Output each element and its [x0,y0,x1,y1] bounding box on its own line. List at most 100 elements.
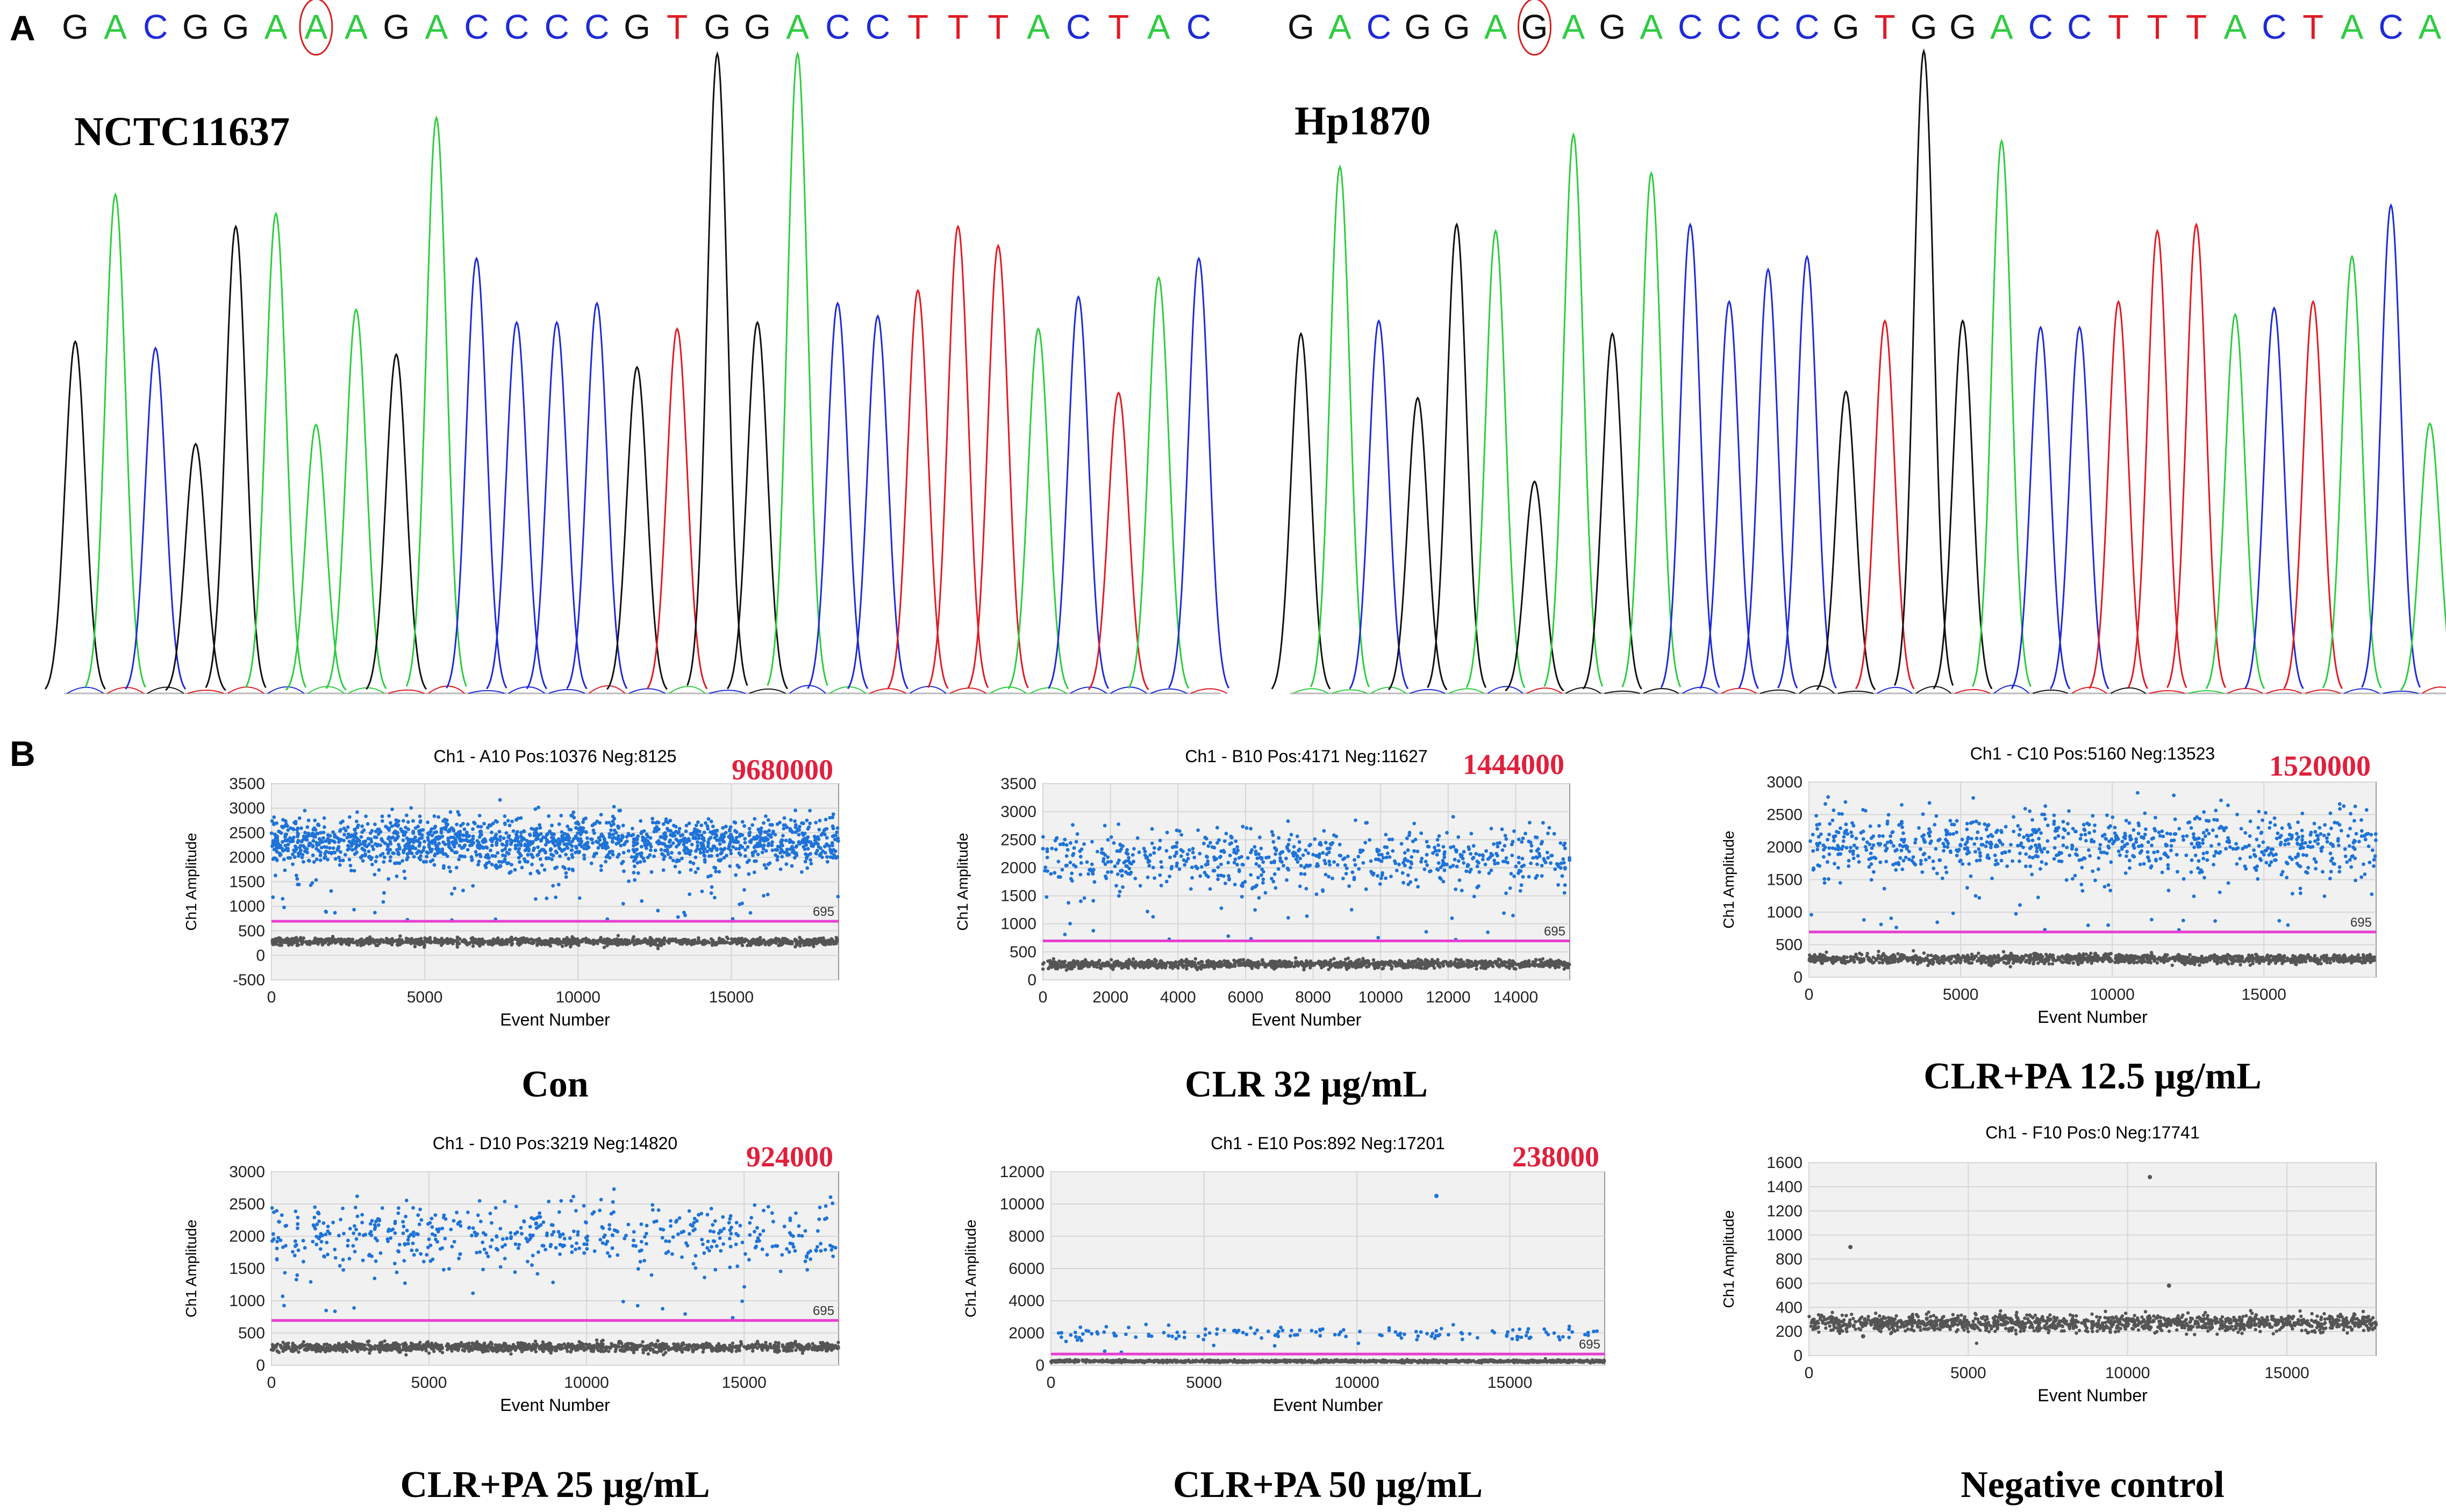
positive-droplet [621,823,625,828]
positive-droplet [828,816,832,820]
positive-droplet [671,841,675,845]
negative-droplet [765,941,769,944]
positive-droplet [339,850,342,854]
positive-droplet [323,825,326,829]
positive-droplet [476,825,480,829]
positive-droplet [764,836,768,840]
baseline-noise [1955,689,1991,694]
chromatogram-peak-G [165,442,226,691]
positive-droplet [611,814,615,819]
chromatogram-peak-C [446,256,507,689]
positive-droplet [675,859,678,864]
positive-droplet [621,859,625,864]
positive-droplet [1249,827,1253,831]
baseline-noise [1604,690,1640,694]
positive-droplet [621,851,626,855]
positive-droplet [538,857,542,861]
positive-droplet [537,852,540,857]
positive-droplet [337,847,340,850]
positive-droplet [583,830,588,834]
positive-droplet [1240,894,1244,899]
positive-droplet [1082,896,1086,900]
positive-droplet [576,837,580,841]
positive-droplet [417,843,421,848]
positive-droplet [627,879,631,883]
positive-droplet [455,822,459,827]
positive-droplet [552,832,556,836]
negative-droplet [367,940,371,944]
positive-droplet [283,819,288,823]
negative-droplet [1202,965,1206,969]
positive-droplet [1278,856,1282,860]
positive-droplet [314,847,319,851]
negative-droplet [312,940,316,943]
positive-droplet [1453,857,1457,862]
positive-droplet [724,825,728,829]
base-letter: G [1404,8,1431,46]
positive-droplet [1160,865,1164,869]
positive-droplet [607,835,612,839]
positive-droplet [506,835,511,840]
negative-droplet [1304,962,1308,966]
positive-droplet [343,852,347,857]
positive-droplet [1221,874,1226,878]
positive-droplet [523,843,527,848]
positive-droplet [489,848,492,852]
positive-droplet [1068,922,1072,926]
positive-droplet [418,814,422,818]
positive-droplet [311,839,316,843]
positive-droplet [705,849,710,854]
base-letter: G [1288,8,1314,46]
y-tick-label: 1500 [229,873,265,891]
negative-droplet [1193,957,1197,961]
negative-droplet [547,943,552,947]
positive-droplet [1299,864,1303,868]
positive-droplet [362,840,366,844]
positive-droplet [296,826,300,830]
base-letter: G [1833,8,1859,46]
negative-droplet [1317,959,1321,963]
positive-droplet [761,847,766,851]
positive-droplet [448,869,453,873]
positive-droplet [1568,856,1571,860]
positive-droplet [291,862,295,866]
negative-droplet [710,941,714,944]
positive-droplet [743,837,747,841]
positive-droplet [283,868,287,872]
negative-droplet [421,941,425,945]
negative-droplet [274,937,277,941]
positive-droplet [1384,876,1388,880]
positive-droplet [354,819,359,823]
negative-droplet [1133,963,1137,968]
positive-droplet [285,839,290,843]
negative-droplet [602,945,606,949]
positive-droplet [604,855,609,859]
positive-droplet [318,841,322,845]
negative-droplet [1080,960,1084,964]
positive-droplet [1456,859,1461,863]
positive-droplet [466,822,470,826]
negative-droplet [1549,963,1553,967]
positive-droplet [1232,848,1236,852]
positive-droplet [476,863,480,866]
positive-droplet [1419,831,1424,835]
negative-droplet [1463,964,1467,968]
negative-droplet [537,937,541,941]
negative-droplet [561,941,566,945]
positive-droplet [299,826,303,830]
positive-droplet [313,835,317,839]
positive-droplet [808,821,812,826]
x-tick-label: 6000 [1228,988,1264,1006]
positive-droplet [766,892,770,897]
positive-droplet [1153,876,1157,880]
positive-droplet [470,840,474,844]
negative-droplet [1367,964,1371,969]
positive-droplet [1245,826,1249,830]
positive-droplet [706,844,710,849]
positive-droplet [1552,832,1556,836]
negative-droplet [471,938,475,942]
positive-droplet [448,828,452,832]
positive-droplet [1425,852,1429,857]
positive-droplet [667,840,671,844]
positive-droplet [1354,818,1357,822]
